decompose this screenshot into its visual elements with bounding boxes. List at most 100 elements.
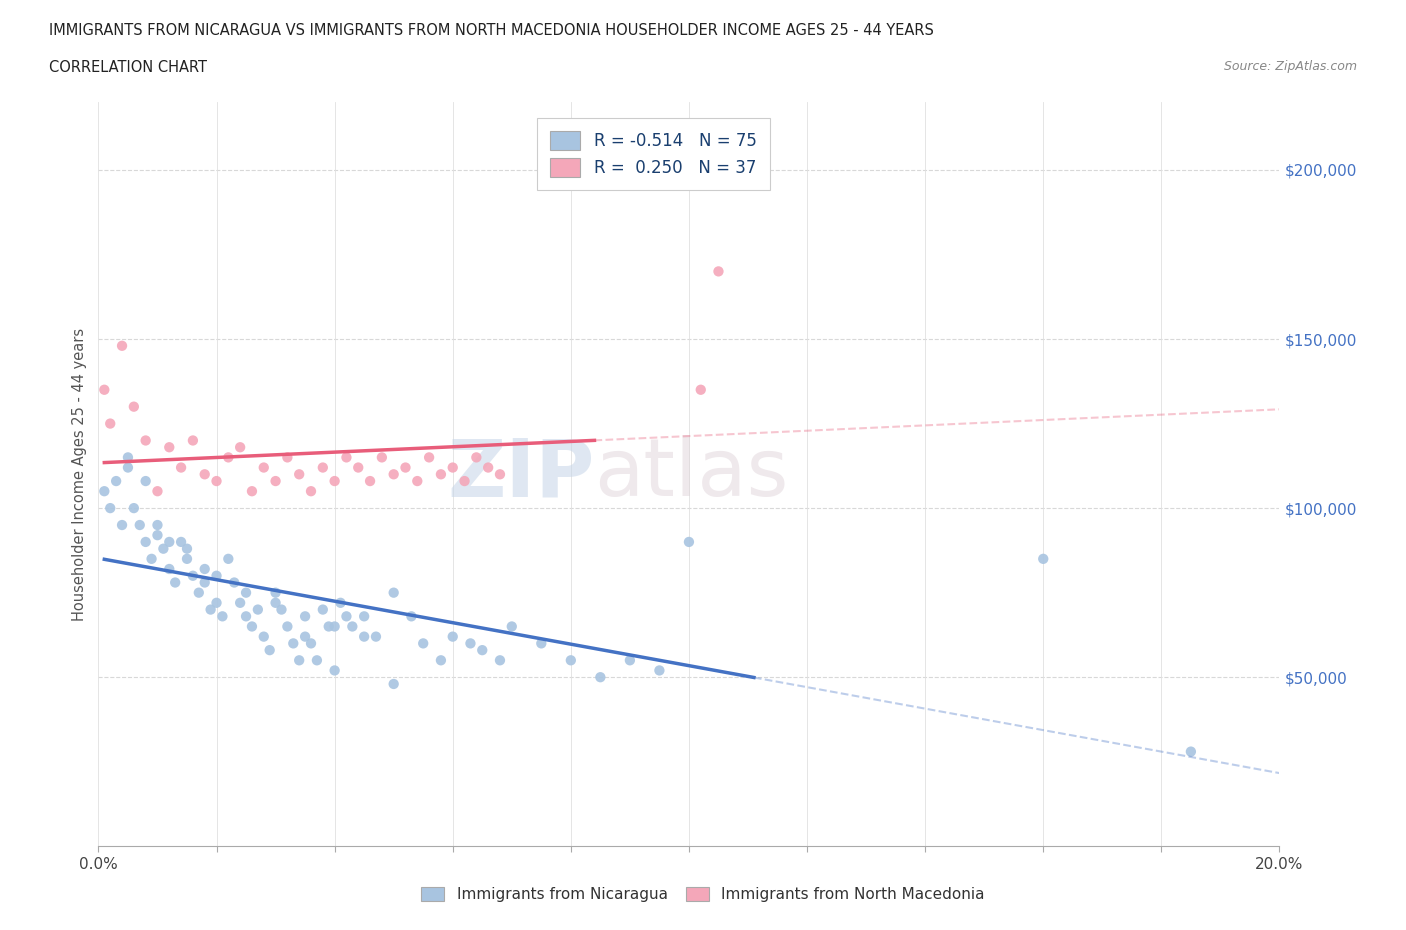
Point (235, 609, 257, 624)
Point (170, 535, 193, 550)
Point (146, 484, 169, 498)
Point (135, 433, 157, 448)
Point (93, 382, 115, 397)
Point (453, 473, 475, 488)
Point (312, 460, 335, 475)
Point (205, 568, 228, 583)
Point (619, 653, 641, 668)
Point (264, 473, 287, 488)
Point (471, 643, 494, 658)
Point (157, 535, 180, 550)
Point (489, 467, 512, 482)
Point (382, 467, 405, 482)
Point (530, 636, 553, 651)
Point (364, 630, 387, 644)
Point (394, 460, 416, 475)
Point (141, 551, 163, 566)
Point (122, 399, 145, 414)
Point (441, 460, 464, 475)
Point (176, 541, 198, 556)
Point (299, 636, 322, 651)
Point (477, 460, 499, 475)
Point (246, 602, 269, 617)
Point (382, 585, 405, 600)
Point (152, 541, 174, 556)
Point (93, 484, 115, 498)
Point (187, 585, 209, 600)
Point (382, 676, 405, 691)
Point (111, 339, 134, 353)
Point (323, 619, 346, 634)
Point (194, 467, 217, 482)
Point (259, 643, 281, 658)
Point (359, 473, 381, 488)
Point (353, 609, 375, 624)
Point (229, 595, 252, 610)
Point (418, 450, 440, 465)
Point (264, 585, 287, 600)
Point (117, 450, 139, 465)
Text: IMMIGRANTS FROM NICARAGUA VS IMMIGRANTS FROM NORTH MACEDONIA HOUSEHOLDER INCOME : IMMIGRANTS FROM NICARAGUA VS IMMIGRANTS … (49, 23, 934, 38)
Point (276, 450, 298, 465)
Text: ZIP: ZIP (447, 435, 595, 513)
Point (105, 473, 128, 488)
Point (98, 416, 121, 431)
Point (181, 433, 204, 448)
Point (217, 450, 239, 465)
Point (229, 440, 252, 455)
Point (318, 619, 340, 634)
Point (165, 575, 187, 590)
Point (353, 630, 375, 644)
Point (294, 609, 316, 624)
Point (689, 382, 711, 397)
Point (253, 460, 276, 475)
Point (276, 619, 298, 634)
Point (465, 450, 488, 465)
Point (224, 575, 246, 590)
Point (430, 467, 453, 482)
Point (312, 602, 335, 617)
Point (98, 500, 121, 515)
Point (1032, 551, 1054, 566)
Point (501, 619, 523, 634)
Point (371, 450, 394, 465)
Point (589, 670, 612, 684)
Point (253, 630, 276, 644)
Legend: R = -0.514   N = 75, R =  0.250   N = 37: R = -0.514 N = 75, R = 0.250 N = 37 (537, 118, 770, 191)
Point (323, 663, 346, 678)
Point (406, 473, 429, 488)
Point (305, 653, 328, 668)
Point (678, 535, 700, 550)
Point (460, 636, 482, 651)
Point (441, 630, 464, 644)
Point (648, 663, 671, 678)
Point (170, 460, 193, 475)
Point (707, 264, 730, 279)
Point (111, 518, 134, 533)
Point (235, 585, 257, 600)
Point (146, 527, 169, 542)
Point (1180, 744, 1202, 759)
Point (335, 450, 357, 465)
Point (181, 568, 204, 583)
Point (264, 595, 287, 610)
Point (299, 484, 322, 498)
Text: CORRELATION CHART: CORRELATION CHART (49, 60, 207, 75)
Point (157, 562, 180, 577)
Point (489, 653, 512, 668)
Point (194, 575, 217, 590)
Point (157, 440, 180, 455)
Point (135, 535, 157, 550)
Point (294, 630, 316, 644)
Point (240, 484, 263, 498)
Y-axis label: Householder Income Ages 25 - 44 years: Householder Income Ages 25 - 44 years (72, 327, 87, 621)
Point (335, 609, 357, 624)
Point (200, 602, 222, 617)
Point (401, 609, 423, 624)
Point (128, 518, 150, 533)
Legend: Immigrants from Nicaragua, Immigrants from North Macedonia: Immigrants from Nicaragua, Immigrants fr… (415, 881, 991, 909)
Point (146, 518, 169, 533)
Text: atlas: atlas (595, 435, 789, 513)
Point (288, 653, 311, 668)
Text: Source: ZipAtlas.com: Source: ZipAtlas.com (1223, 60, 1357, 73)
